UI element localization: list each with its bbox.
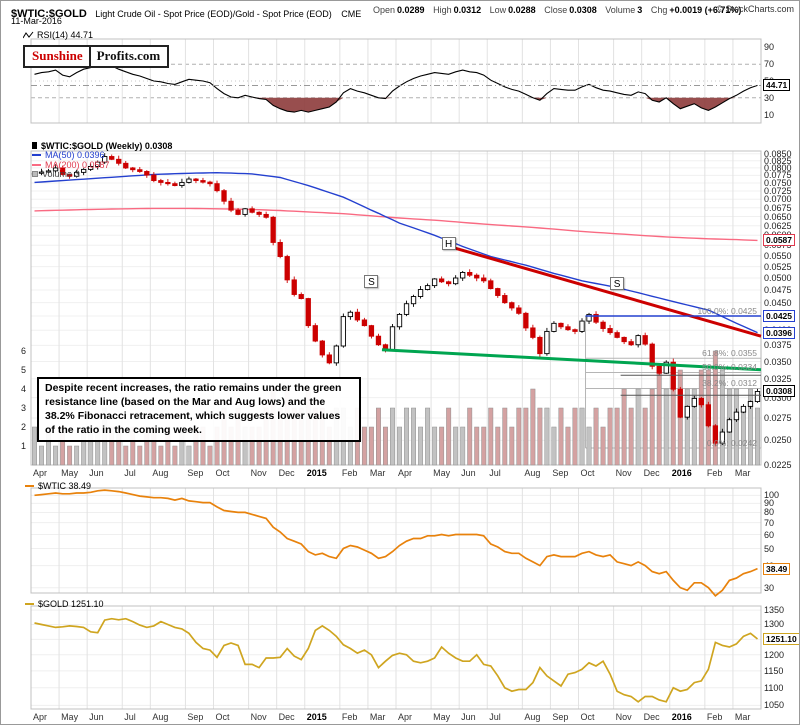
open-label: Open: [373, 5, 396, 15]
low-label: Low: [489, 5, 507, 15]
low-value: 0.0288: [508, 5, 536, 15]
ma50-line: [34, 171, 758, 334]
volume-value: 3: [637, 5, 643, 15]
volume-bars-icon: [32, 171, 38, 178]
ma200-line: [34, 207, 758, 242]
gold-legend: $GOLD 1251.10: [25, 599, 104, 609]
ma200-line-icon: [32, 163, 41, 166]
legend-row-volume: Volume 3: [32, 169, 172, 180]
legend-row-ma200: MA(200) 0.0587: [32, 160, 172, 170]
high-value: 0.0312: [453, 5, 482, 15]
sunshine-profits-logo: Sunshine Profits.com: [23, 45, 170, 68]
gold-line-icon: [25, 603, 34, 605]
rsi-indicator-icon: [23, 31, 34, 38]
ohlc-quote: Open 0.0289 High 0.0312 Low 0.0288 Close 0.0…: [367, 5, 741, 15]
ticker-symbol: $WTIC:$GOLD: [11, 8, 87, 20]
chart-title: $WTIC:$GOLD Light Crude Oil - Spot Price…: [11, 4, 361, 22]
close-label: Close: [544, 5, 568, 15]
rsi-line: [34, 61, 758, 113]
wtic-legend: $WTIC 38.49: [25, 481, 91, 491]
chg-value: +0.0019 (+6.71%): [669, 5, 742, 15]
gold-label: $GOLD 1251.10: [38, 599, 104, 609]
wtic-line: [34, 489, 758, 597]
wtic-label: $WTIC 38.49: [38, 481, 92, 491]
price-series-icon: [32, 142, 37, 150]
wtic-line-icon: [25, 485, 34, 487]
instrument-description: Light Crude Oil - Spot Price (EOD)/Gold …: [95, 9, 332, 19]
rsi-legend: RSI(14) 44.71: [23, 30, 93, 40]
legend-row-price: $WTIC:$GOLD (Weekly) 0.0308: [32, 141, 172, 151]
green-resistance-line: [381, 348, 762, 372]
logo-profits: Profits.com: [96, 48, 161, 63]
legend-price: $WTIC:$GOLD (Weekly) 0.0308: [41, 140, 173, 151]
ma50-line-icon: [32, 154, 41, 157]
legend-ma200: MA(200) 0.0587: [45, 159, 110, 170]
legend-row-ma50: MA(50) 0.0396: [32, 150, 172, 161]
close-value: 0.0308: [569, 5, 597, 15]
exchange-label: CME: [341, 9, 362, 19]
analyst-annotation: Despite recent increases, the ratio rema…: [37, 377, 361, 443]
main-legend: $WTIC:$GOLD (Weekly) 0.0308 MA(50) 0.039…: [32, 141, 172, 179]
high-label: High: [433, 5, 452, 15]
rsi-oversold-fill: [34, 97, 758, 113]
copyright: © StockCharts.com: [716, 4, 794, 14]
legend-ma50: MA(50) 0.0396: [45, 150, 105, 161]
open-value: 0.0289: [397, 5, 425, 15]
rsi-label: RSI(14) 44.71: [37, 30, 94, 40]
legend-volume: Volume 3: [42, 169, 80, 180]
logo-sunshine: Sunshine: [25, 47, 91, 66]
volume-label: Volume: [605, 5, 636, 15]
gold-line: [34, 617, 759, 703]
chart-date: 11-Mar-2016: [11, 16, 62, 26]
chg-label: Chg: [650, 5, 668, 15]
red-declining-resistance-line: [451, 245, 762, 338]
